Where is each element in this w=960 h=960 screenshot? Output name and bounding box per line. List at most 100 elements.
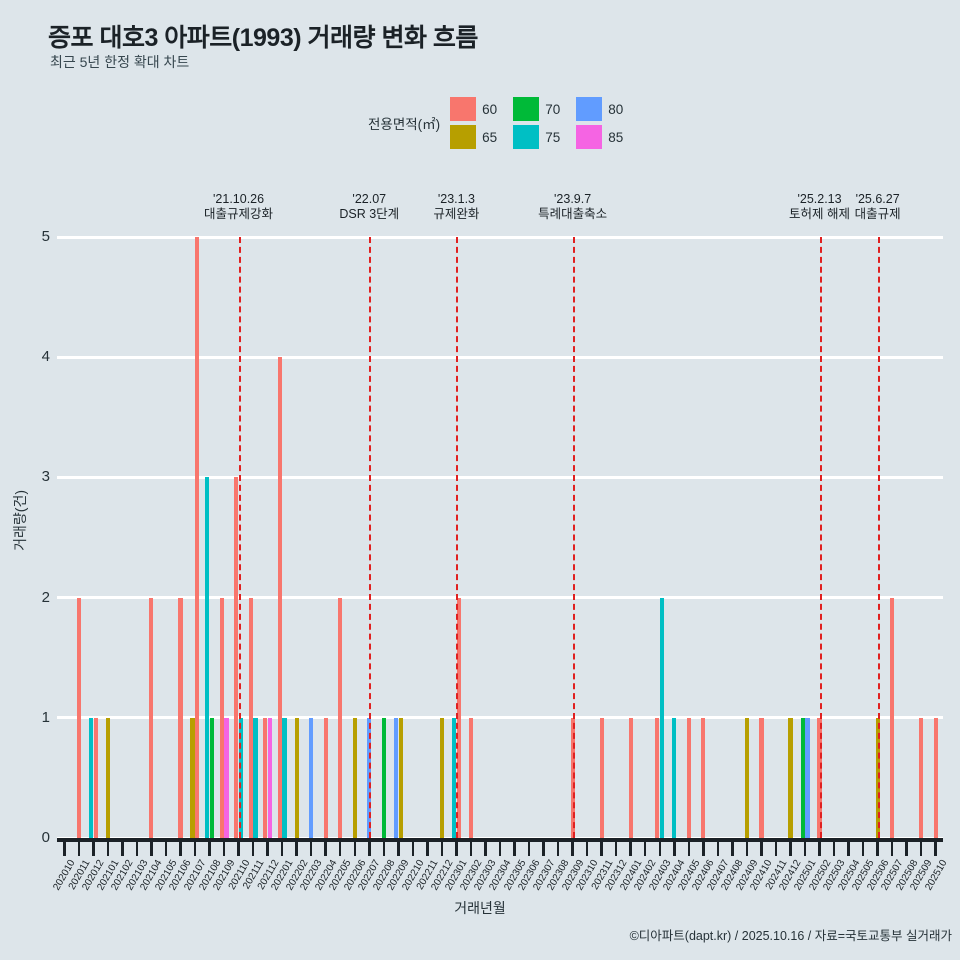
bar[interactable] bbox=[323, 717, 328, 838]
event-name: 대출규제 bbox=[854, 207, 901, 221]
bar[interactable] bbox=[88, 717, 93, 838]
bar[interactable] bbox=[628, 717, 633, 838]
legend-label: 80 bbox=[608, 101, 624, 117]
bar[interactable] bbox=[263, 717, 268, 838]
bar[interactable] bbox=[933, 717, 938, 838]
legend-item-75[interactable]: 75 bbox=[513, 124, 560, 150]
chart-title: 증포 대호3 아파트(1993) 거래량 변화 흐름 bbox=[48, 24, 478, 52]
x-tick-mark bbox=[426, 842, 429, 856]
x-tick-mark bbox=[382, 842, 386, 856]
bar[interactable] bbox=[190, 717, 195, 838]
bar[interactable] bbox=[655, 717, 660, 838]
x-tick-mark bbox=[919, 842, 923, 856]
legend-item-80[interactable]: 80 bbox=[576, 96, 623, 122]
x-tick-mark bbox=[542, 842, 545, 856]
event-label-202309: '23.9.7 특례대출축소 bbox=[538, 192, 607, 222]
x-tick-mark bbox=[193, 842, 197, 856]
bar[interactable] bbox=[439, 717, 444, 838]
bar[interactable] bbox=[224, 717, 229, 838]
y-tick-label-1: 1 bbox=[41, 708, 50, 726]
event-date: '23.1.3 bbox=[437, 192, 475, 206]
x-tick-mark bbox=[498, 842, 502, 856]
bar[interactable] bbox=[93, 717, 98, 838]
legend-item-85[interactable]: 85 bbox=[576, 124, 623, 150]
bar[interactable] bbox=[599, 717, 604, 838]
x-tick-mark bbox=[905, 842, 908, 856]
bar[interactable] bbox=[788, 717, 793, 838]
bar[interactable] bbox=[398, 717, 403, 838]
x-tick-mark bbox=[338, 842, 342, 856]
x-tick-mark bbox=[266, 842, 269, 856]
bar[interactable] bbox=[238, 717, 244, 838]
gridline-3 bbox=[57, 475, 943, 479]
x-tick-mark bbox=[397, 842, 400, 856]
legend-item-65[interactable]: 65 bbox=[450, 124, 497, 150]
bar[interactable] bbox=[701, 717, 706, 838]
x-tick-mark bbox=[600, 842, 603, 856]
x-tick-mark bbox=[469, 842, 473, 856]
x-tick-mark bbox=[556, 842, 560, 856]
bar[interactable] bbox=[919, 717, 924, 838]
bar[interactable] bbox=[451, 717, 457, 838]
x-tick-mark bbox=[876, 842, 879, 856]
bar[interactable] bbox=[294, 717, 299, 838]
legend-swatch-80 bbox=[576, 97, 603, 121]
event-label-202502: '25.2.13 토허제 해제 bbox=[789, 192, 850, 222]
x-tick-mark bbox=[731, 842, 734, 856]
bar[interactable] bbox=[456, 597, 461, 838]
bar[interactable] bbox=[338, 597, 343, 838]
bar[interactable] bbox=[253, 717, 258, 838]
x-tick-mark bbox=[513, 842, 516, 856]
x-tick-mark bbox=[135, 842, 139, 856]
x-tick-mark bbox=[484, 842, 487, 856]
bar[interactable] bbox=[744, 717, 749, 838]
legend-item-70[interactable]: 70 bbox=[513, 96, 560, 122]
chart-subtitle: 최근 5년 한정 확대 차트 bbox=[50, 54, 190, 70]
bar[interactable] bbox=[890, 597, 895, 838]
bar[interactable] bbox=[209, 717, 214, 838]
bar[interactable] bbox=[149, 597, 154, 838]
y-tick-label-0: 0 bbox=[41, 829, 50, 846]
bar[interactable] bbox=[759, 717, 764, 838]
x-tick-mark bbox=[295, 842, 298, 856]
legend-swatch-60 bbox=[450, 97, 477, 121]
legend-swatch-65 bbox=[450, 125, 477, 149]
bar[interactable] bbox=[248, 597, 253, 838]
x-tick-mark bbox=[832, 842, 836, 856]
event-date: '22.07 bbox=[352, 192, 387, 206]
bar[interactable] bbox=[686, 717, 691, 838]
event-line-202309 bbox=[572, 237, 575, 838]
bar[interactable] bbox=[234, 477, 239, 838]
event-name: 토허제 해제 bbox=[789, 207, 851, 221]
bar[interactable] bbox=[105, 717, 110, 838]
bar[interactable] bbox=[309, 717, 314, 838]
x-tick-mark bbox=[803, 842, 807, 856]
bar[interactable] bbox=[352, 717, 357, 838]
x-tick-mark bbox=[150, 842, 153, 856]
legend-label: 70 bbox=[545, 101, 561, 117]
bar[interactable] bbox=[805, 717, 810, 838]
bar[interactable] bbox=[267, 717, 273, 838]
bar[interactable] bbox=[660, 597, 665, 838]
bar[interactable] bbox=[393, 717, 398, 838]
bar[interactable] bbox=[205, 477, 210, 838]
bar[interactable] bbox=[672, 717, 677, 838]
bar[interactable] bbox=[282, 717, 287, 838]
x-axis: 202010 202011 202012 202101 202102 202103 2021… bbox=[52, 838, 949, 892]
bar[interactable] bbox=[277, 357, 282, 838]
bar[interactable] bbox=[76, 597, 81, 838]
x-tick-mark bbox=[440, 842, 444, 856]
bar[interactable] bbox=[381, 717, 386, 838]
bar[interactable] bbox=[178, 597, 183, 838]
legend-item-60[interactable]: 60 bbox=[450, 96, 497, 122]
legend-label: 65 bbox=[482, 129, 498, 145]
y-axis: 0 1 2 3 4 5 bbox=[0, 228, 50, 846]
bar[interactable] bbox=[195, 237, 200, 838]
x-tick-mark bbox=[774, 842, 778, 856]
bar[interactable] bbox=[800, 717, 805, 838]
x-tick-mark bbox=[237, 842, 240, 856]
x-tick-mark bbox=[673, 842, 676, 856]
bar[interactable] bbox=[219, 597, 224, 838]
bar[interactable] bbox=[468, 717, 474, 838]
x-tick-mark bbox=[861, 842, 865, 856]
